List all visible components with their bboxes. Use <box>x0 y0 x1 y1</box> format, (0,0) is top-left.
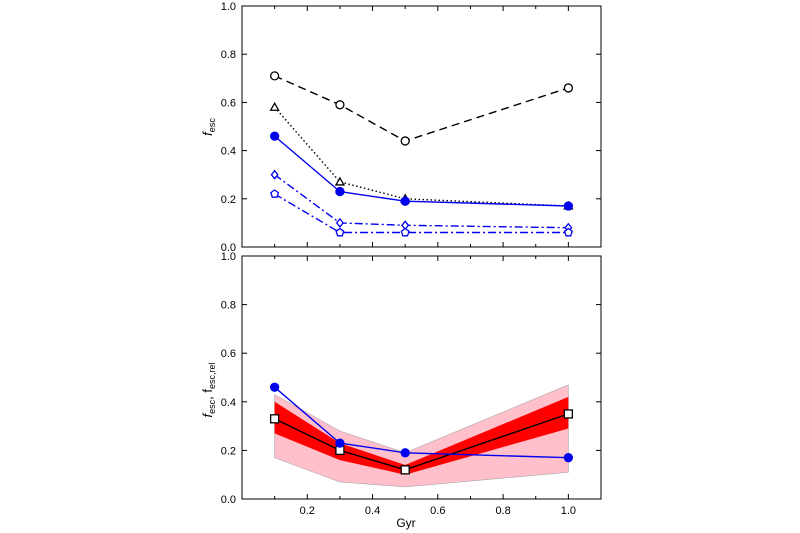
series-line-top-0 <box>274 75 569 142</box>
data-point-top-2-3 <box>563 201 574 211</box>
y-tick-label-top-3: 0.6 <box>221 97 236 109</box>
series-line-top-4 <box>274 193 569 234</box>
data-point-bottom-1-2 <box>400 448 410 458</box>
x-tick-label-bottom-2: 0.6 <box>430 505 445 517</box>
y-tick-label-bottom-2: 0.4 <box>221 397 236 409</box>
x-ticks-bottom: 0.2 0.4 0.6 0.8 1.0 <box>274 256 576 517</box>
y-tick-label-top-5: 1.0 <box>221 1 236 13</box>
ylabel-bottom-f2: , f <box>200 389 215 400</box>
band-bottom-1 <box>274 396 569 475</box>
y-tick-label-bottom-5: 1.0 <box>221 251 236 263</box>
data-point-bottom-1-1 <box>335 438 345 448</box>
x-tick-label-bottom-4: 1.0 <box>561 505 576 517</box>
y-tick-label-top-1: 0.2 <box>221 194 236 206</box>
x-tick-label-bottom-3: 0.8 <box>495 505 510 517</box>
data-point-top-1-1 <box>334 176 346 186</box>
series-top <box>269 71 574 237</box>
series-line-top-1 <box>274 106 569 207</box>
ylabel-top-sub: esc <box>207 118 217 133</box>
series-line-bottom-0 <box>274 413 569 471</box>
data-point-top-4-0 <box>270 189 280 198</box>
data-point-top-3-0 <box>270 169 279 180</box>
bands-bottom <box>274 384 569 488</box>
y-tick-label-top-0: 0.0 <box>221 242 236 254</box>
y-axis-label-top: fesc <box>200 118 217 136</box>
x-ticks-top <box>274 6 569 247</box>
y-tick-label-top-2: 0.4 <box>221 146 236 158</box>
data-point-top-4-1 <box>335 227 345 237</box>
x-tick-label-bottom-1: 0.4 <box>365 505 380 517</box>
ylabel-bottom-sub2: esc,rel <box>207 363 217 390</box>
data-point-top-2-1 <box>335 186 345 197</box>
series-line-top-2 <box>274 135 569 207</box>
x-axis-label: Gyr <box>396 516 415 530</box>
y-ticks-bottom: 0.0 0.2 0.4 0.6 0.8 1.0 <box>221 251 601 506</box>
data-point-top-2-2 <box>400 196 410 206</box>
plot-frame-bottom <box>241 255 602 500</box>
data-point-top-0-1 <box>335 100 345 110</box>
series-line-bottom-1 <box>274 386 569 459</box>
data-point-bottom-0-3 <box>563 409 574 419</box>
y-tick-label-top-4: 0.8 <box>221 49 236 61</box>
x-tick-label-bottom-0: 0.2 <box>300 505 315 517</box>
data-point-top-2-0 <box>269 131 280 141</box>
data-point-bottom-0-0 <box>269 414 280 424</box>
y-axis-label-bottom: fesc, fesc,rel <box>200 363 217 418</box>
data-point-bottom-1-3 <box>563 453 574 463</box>
data-point-bottom-1-0 <box>269 382 280 392</box>
ylabel-top-f: f <box>200 131 215 136</box>
ylabel-bottom-sub1: esc <box>207 399 217 414</box>
data-point-top-3-1 <box>335 217 344 228</box>
plot-frame-top <box>241 5 602 248</box>
series-line-top-3 <box>274 174 569 229</box>
data-point-top-0-0 <box>269 71 280 81</box>
y-tick-label-bottom-0: 0.0 <box>221 494 236 506</box>
data-point-top-4-3 <box>563 227 573 237</box>
panel-top: 0.0 0.2 0.4 0.6 0.8 1.0 fesc <box>200 1 602 254</box>
data-point-top-0-3 <box>563 83 574 93</box>
ylabel-bottom-f1: f <box>200 413 215 418</box>
data-point-top-0-2 <box>400 136 410 146</box>
y-tick-label-bottom-1: 0.2 <box>221 445 236 457</box>
panel-bottom: 0.00.20.40.60.81.0 0.2 0.4 0.6 0.8 1.0 fesc,… <box>200 251 602 530</box>
series-bottom <box>269 382 574 475</box>
data-point-top-1-0 <box>269 101 280 111</box>
y-ticks-top: 0.0 0.2 0.4 0.6 0.8 1.0 <box>221 1 601 254</box>
y-tick-label-bottom-4: 0.8 <box>221 300 236 312</box>
data-point-bottom-0-2 <box>400 465 410 475</box>
y-tick-label-bottom-3: 0.6 <box>221 348 236 360</box>
data-point-top-4-2 <box>400 227 410 237</box>
